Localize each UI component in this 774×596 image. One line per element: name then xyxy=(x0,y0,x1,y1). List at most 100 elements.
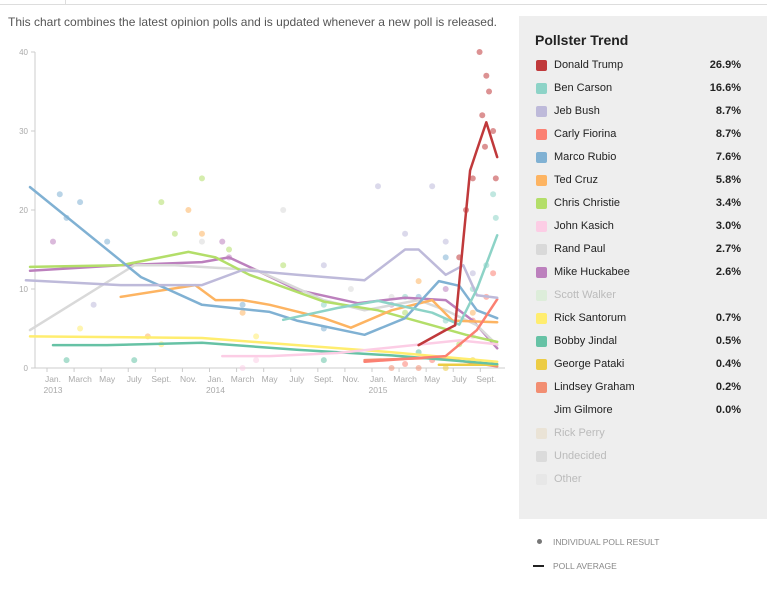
candidate-name: Rick Perry xyxy=(554,427,605,439)
x-tick-label: May xyxy=(262,374,279,384)
color-swatch xyxy=(536,313,547,324)
x-tick-label: Jan. xyxy=(207,374,223,384)
poll-dot xyxy=(104,238,111,245)
poll-dot xyxy=(415,278,422,285)
x-tick-year: 2015 xyxy=(369,385,388,395)
candidate-name: George Pataki xyxy=(554,358,625,370)
candidate-name: Ted Cruz xyxy=(554,174,599,186)
poll-dot xyxy=(171,230,178,237)
candidate-value: 26.9% xyxy=(709,59,741,71)
poll-dot xyxy=(77,199,84,206)
legend-item[interactable]: Chris Christie 3.4% xyxy=(536,195,741,213)
x-tick-label: Jan. xyxy=(45,374,61,384)
x-tick-label: July xyxy=(452,374,468,384)
color-swatch xyxy=(536,451,547,462)
chart-intro: This chart combines the latest opinion p… xyxy=(8,15,497,29)
candidate-value: 3.4% xyxy=(715,197,741,209)
candidate-value: 0.4% xyxy=(715,358,741,370)
legend-item[interactable]: Carly Fiorina 8.7% xyxy=(536,126,741,144)
poll-dot xyxy=(239,301,246,308)
top-tab-bar xyxy=(0,0,767,5)
poll-average-line xyxy=(281,234,499,326)
y-tick-label: 10 xyxy=(19,285,28,294)
x-tick-label: July xyxy=(289,374,305,384)
legend-item[interactable]: Rick Santorum 0.7% xyxy=(536,310,741,328)
legend-item[interactable]: Lindsey Graham 0.2% xyxy=(536,379,741,397)
poll-average-line xyxy=(28,256,499,350)
candidate-value: 3.0% xyxy=(715,220,741,232)
poll-dot xyxy=(347,286,354,292)
color-swatch xyxy=(536,428,547,439)
poll-dot xyxy=(442,286,449,292)
poll-average-line xyxy=(28,250,499,344)
x-tick-label: Sept. xyxy=(476,374,496,384)
color-swatch xyxy=(536,336,547,347)
candidate-value: 8.7% xyxy=(715,128,741,140)
legend-item[interactable]: Jim Gilmore 0.0% xyxy=(536,402,741,420)
color-swatch xyxy=(536,244,547,255)
poll-dot xyxy=(90,301,97,308)
candidate-value: 2.6% xyxy=(715,266,741,278)
candidate-value: 16.6% xyxy=(709,82,741,94)
poll-average-line xyxy=(28,335,499,363)
poll-dot xyxy=(402,361,409,368)
candidate-name: Jeb Bush xyxy=(554,105,600,117)
poll-dot xyxy=(490,270,497,277)
candidate-value: 2.7% xyxy=(715,243,741,255)
y-tick-label: 30 xyxy=(19,127,28,136)
poll-dot xyxy=(280,207,287,213)
x-tick-label: Sept. xyxy=(151,374,171,384)
color-swatch xyxy=(536,359,547,370)
candidate-name: Ben Carson xyxy=(554,82,613,94)
legend-title: Pollster Trend xyxy=(535,32,629,48)
legend-item[interactable]: Mike Huckabee 2.6% xyxy=(536,264,741,282)
candidate-name: Carly Fiorina xyxy=(554,128,617,140)
candidate-value: 0.7% xyxy=(715,312,741,324)
legend-item[interactable]: Bobby Jindal 0.5% xyxy=(536,333,741,351)
poll-dot xyxy=(198,238,205,245)
x-tick-label: Nov. xyxy=(342,374,359,384)
x-tick-label: May xyxy=(99,374,116,384)
legend-item[interactable]: George Pataki 0.4% xyxy=(536,356,741,374)
legend-item[interactable]: Marco Rubio 7.6% xyxy=(536,149,741,167)
poll-average-line xyxy=(24,248,499,299)
poll-dot xyxy=(490,128,497,134)
legend-item[interactable]: Donald Trump 26.9% xyxy=(536,57,741,75)
color-swatch xyxy=(536,290,547,301)
poll-dot xyxy=(429,183,436,190)
candidate-name: Lindsey Graham xyxy=(554,381,635,393)
legend-item[interactable]: Ben Carson 16.6% xyxy=(536,80,741,98)
legend-item[interactable]: Rick Perry xyxy=(536,425,741,443)
poll-average-line xyxy=(28,185,499,337)
color-swatch xyxy=(536,129,547,140)
y-tick-label: 20 xyxy=(19,206,28,215)
candidate-value: 0.0% xyxy=(715,404,741,416)
poll-average-line xyxy=(417,121,499,347)
dot-icon xyxy=(537,539,542,544)
poll-dot xyxy=(479,112,486,119)
legend-item[interactable]: Rand Paul 2.7% xyxy=(536,241,741,259)
tab[interactable] xyxy=(0,0,66,4)
candidate-value: 0.2% xyxy=(715,381,741,393)
poll-dot xyxy=(198,230,205,237)
legend-item[interactable]: John Kasich 3.0% xyxy=(536,218,741,236)
x-tick-label: March xyxy=(231,374,255,384)
legend-item[interactable]: Undecided xyxy=(536,448,741,466)
candidate-name: Rick Santorum xyxy=(554,312,627,324)
poll-dot xyxy=(226,246,233,253)
poll-average-line xyxy=(363,298,499,363)
legend-panel: Pollster Trend Donald Trump 26.9% Ben Cars… xyxy=(519,16,767,519)
candidate-value: 5.8% xyxy=(715,174,741,186)
legend-item[interactable]: Scott Walker xyxy=(536,287,741,305)
poll-dot xyxy=(320,301,327,308)
poll-dot xyxy=(50,238,56,245)
poll-dot xyxy=(253,357,260,364)
color-swatch xyxy=(536,106,547,117)
candidate-name: Rand Paul xyxy=(554,243,606,255)
legend-item[interactable]: Ted Cruz 5.8% xyxy=(536,172,741,190)
poll-dot xyxy=(219,238,226,245)
legend-item[interactable]: Other xyxy=(536,471,741,489)
legend-item[interactable]: Jeb Bush 8.7% xyxy=(536,103,741,121)
color-swatch xyxy=(536,175,547,186)
